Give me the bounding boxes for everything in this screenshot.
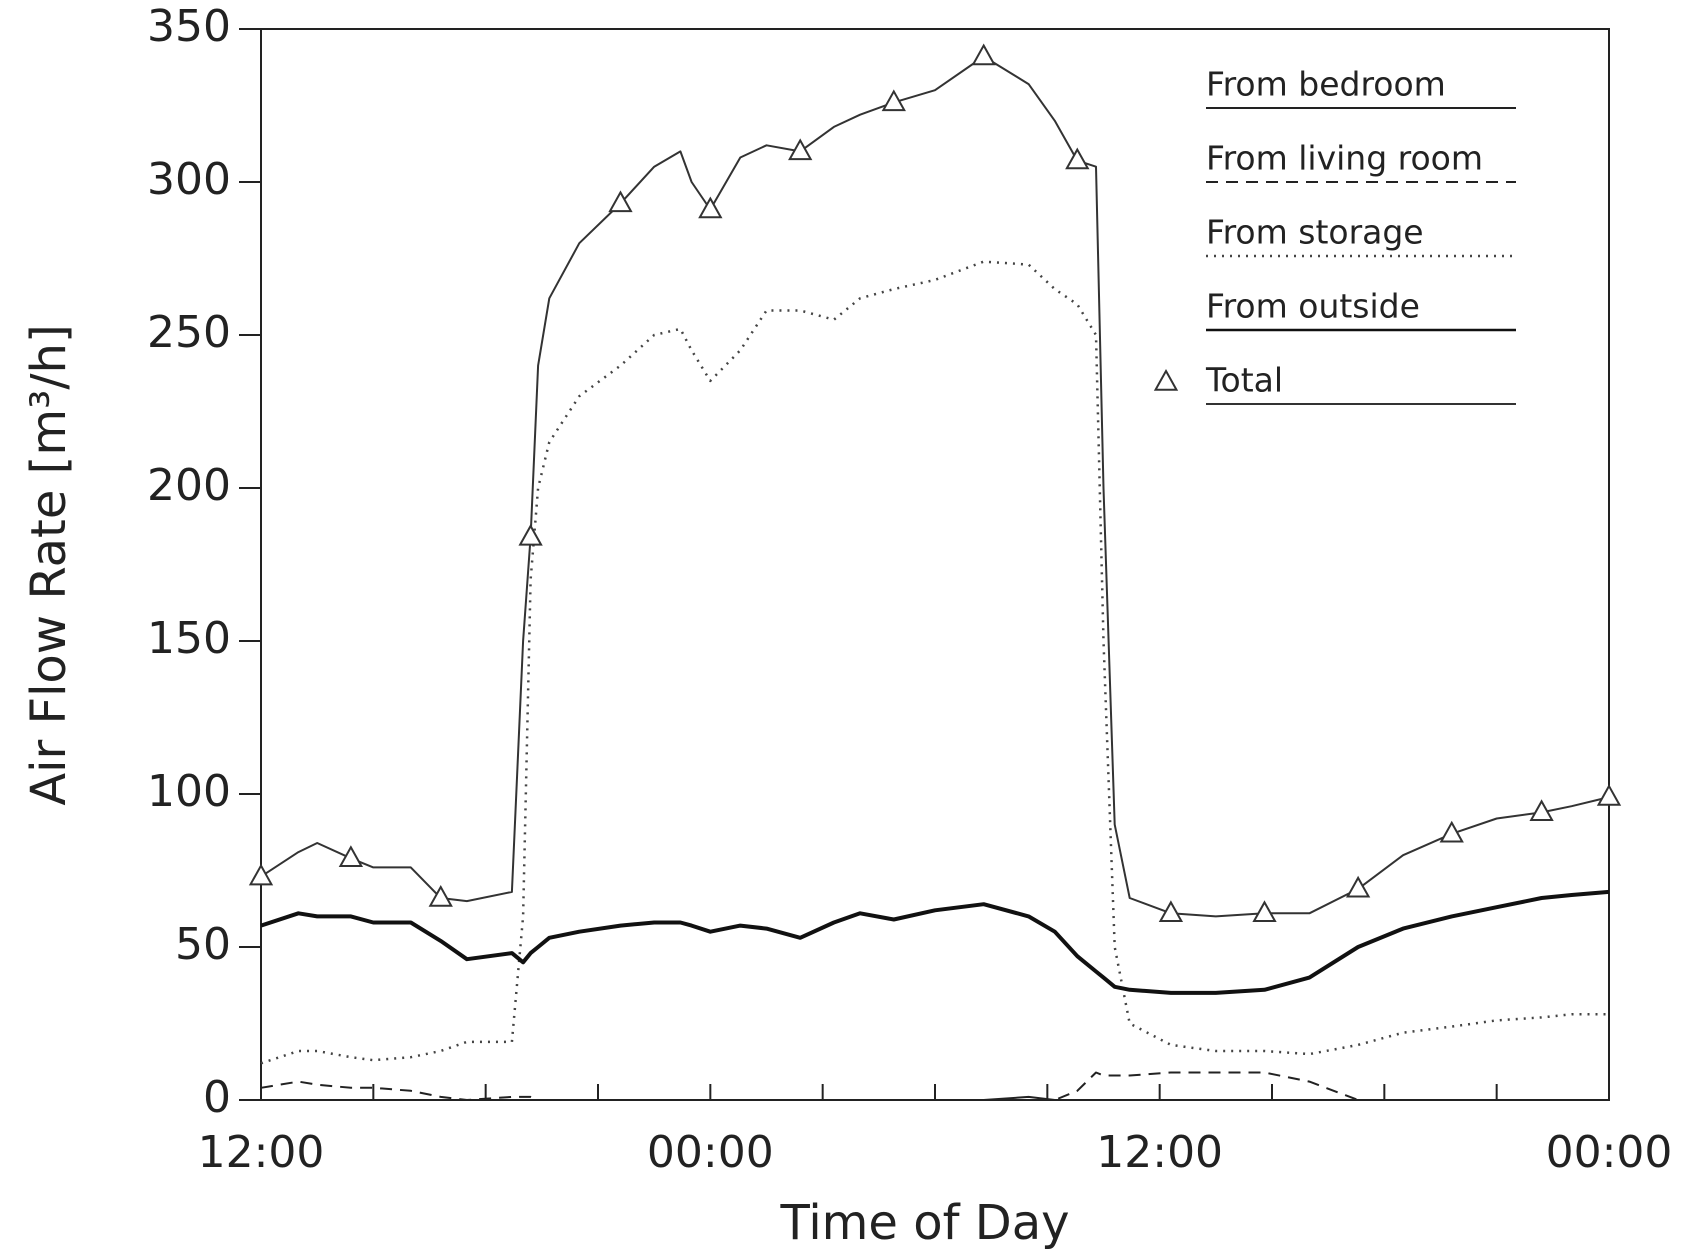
triangle-marker: [1345, 875, 1371, 898]
legend-label: From bedroom: [1206, 65, 1446, 104]
series-line: [260, 55, 1610, 918]
y-tick-label: 350: [147, 1, 231, 52]
legend-label: Total: [1205, 361, 1283, 400]
legend-marker: [1153, 368, 1179, 391]
x-tick-label: 00:00: [1546, 1127, 1673, 1178]
triangle-marker: [338, 845, 364, 867]
series-line: [261, 1095, 1609, 1101]
plot-border: [260, 28, 1610, 1101]
y-tick-label: 250: [147, 307, 231, 358]
y-axis-title: Air Flow Rate [m³/h]: [21, 324, 77, 805]
series-line: [260, 1071, 1609, 1101]
legend-label: From outside: [1206, 287, 1420, 326]
plot-frame: [260, 28, 1610, 1101]
y-tick-label: 0: [203, 1072, 231, 1123]
triangle-marker: [1529, 799, 1554, 822]
triangle-marker: [788, 138, 813, 161]
series-line: [260, 260, 1609, 1065]
triangle-marker: [518, 523, 543, 546]
y-tick-label: 100: [147, 766, 231, 817]
triangle-marker: [248, 863, 274, 886]
legend-label: From living room: [1206, 139, 1483, 178]
triangle-marker: [1439, 820, 1464, 843]
triangle-marker: [1158, 900, 1184, 923]
triangle-marker: [1596, 784, 1622, 806]
series-line: [260, 889, 1610, 995]
y-tick-label: 150: [147, 613, 231, 664]
x-tick-label: 12:00: [198, 1127, 325, 1178]
triangle-marker: [1065, 147, 1090, 170]
triangle-marker: [428, 884, 453, 907]
triangle-marker: [881, 89, 906, 112]
legend-label: From storage: [1206, 213, 1424, 252]
x-tick-label: 00:00: [647, 1127, 774, 1178]
triangle-marker: [971, 43, 996, 66]
x-axis-title: Time of Day: [779, 1195, 1069, 1251]
triangle-marker: [608, 190, 633, 213]
x-tick-label: 12:00: [1096, 1127, 1223, 1178]
triangle-marker: [698, 196, 723, 219]
triangle-marker: [1252, 900, 1277, 923]
y-tick-label: 50: [175, 919, 231, 970]
y-tick-label: 300: [147, 154, 231, 205]
y-tick-label: 200: [147, 460, 231, 511]
